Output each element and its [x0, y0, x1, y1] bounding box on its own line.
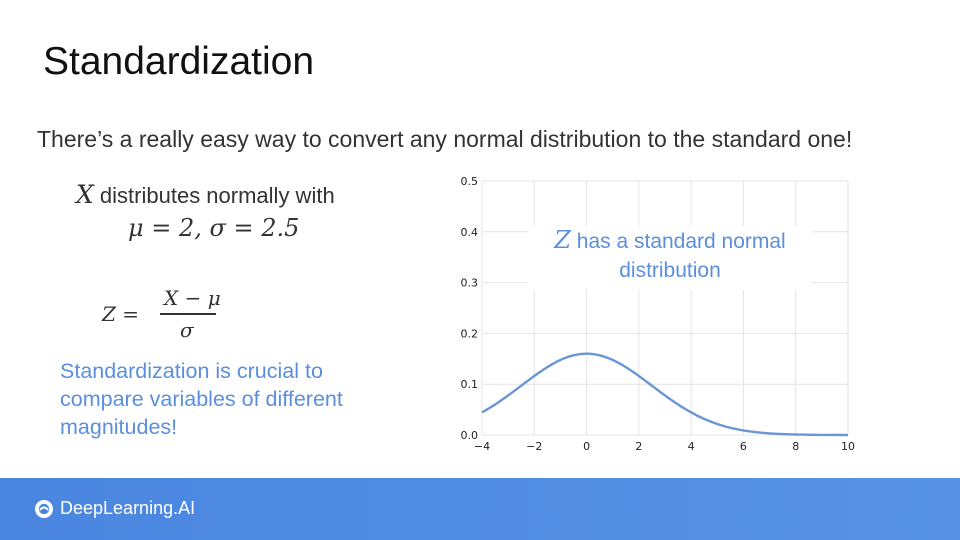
- x-tick-label: 6: [740, 440, 747, 453]
- callout-line2: distribution: [619, 259, 721, 282]
- x-tick-label: 4: [688, 440, 695, 453]
- distribution-params: μ = 2, σ = 2.5: [128, 214, 300, 242]
- brand-name: DeepLearning.AI: [60, 498, 196, 518]
- x-tick-label: 0: [583, 440, 590, 453]
- distribution-statement: X distributes normally with: [76, 180, 335, 209]
- x-tick-label: 2: [635, 440, 642, 453]
- y-tick-label: 0.1: [461, 378, 479, 391]
- y-tick-label: 0.5: [461, 175, 479, 188]
- normal-curve-line: [481, 352, 848, 437]
- x-tick-label: 10: [841, 440, 855, 453]
- normal-distribution-chart: 0.0 0.1 0.2 0.3 0.4 0.5 −4 −2 0 2 4 6 8 10: [430, 168, 870, 458]
- z-formula-lhs: Z =: [102, 302, 140, 326]
- x-tick-label: 8: [792, 440, 799, 453]
- z-formula-denominator: σ: [180, 318, 194, 342]
- y-tick-label: 0.2: [461, 327, 479, 340]
- callout-line1: has a standard normal: [570, 230, 786, 253]
- chart-svg: 0.0 0.1 0.2 0.3 0.4 0.5 −4 −2 0 2 4 6 8 10: [461, 175, 856, 453]
- deeplearning-logo-icon: [35, 499, 53, 518]
- x-symbol: X: [76, 180, 94, 209]
- footer-bar: DeepLearning.AI: [0, 478, 960, 540]
- z-formula-numerator: X − μ: [164, 286, 221, 310]
- slide-title: Standardization: [43, 40, 315, 83]
- y-tick-label: 0.3: [461, 277, 479, 290]
- y-tick-label: 0.0: [461, 429, 479, 442]
- distribution-text: distributes normally with: [93, 183, 335, 208]
- chart-callout: Z has a standard normal distribution: [528, 226, 812, 290]
- x-tick-label: −2: [526, 440, 542, 453]
- z-symbol: Z: [554, 226, 571, 254]
- x-tick-label: −4: [474, 440, 490, 453]
- fraction-bar: [160, 313, 216, 315]
- y-tick-label: 0.4: [461, 226, 479, 239]
- slide-subtitle: There’s a really easy way to convert any…: [37, 126, 853, 152]
- standardization-note: Standardization is crucial to compare va…: [60, 359, 343, 439]
- brand: DeepLearning.AI: [34, 498, 195, 519]
